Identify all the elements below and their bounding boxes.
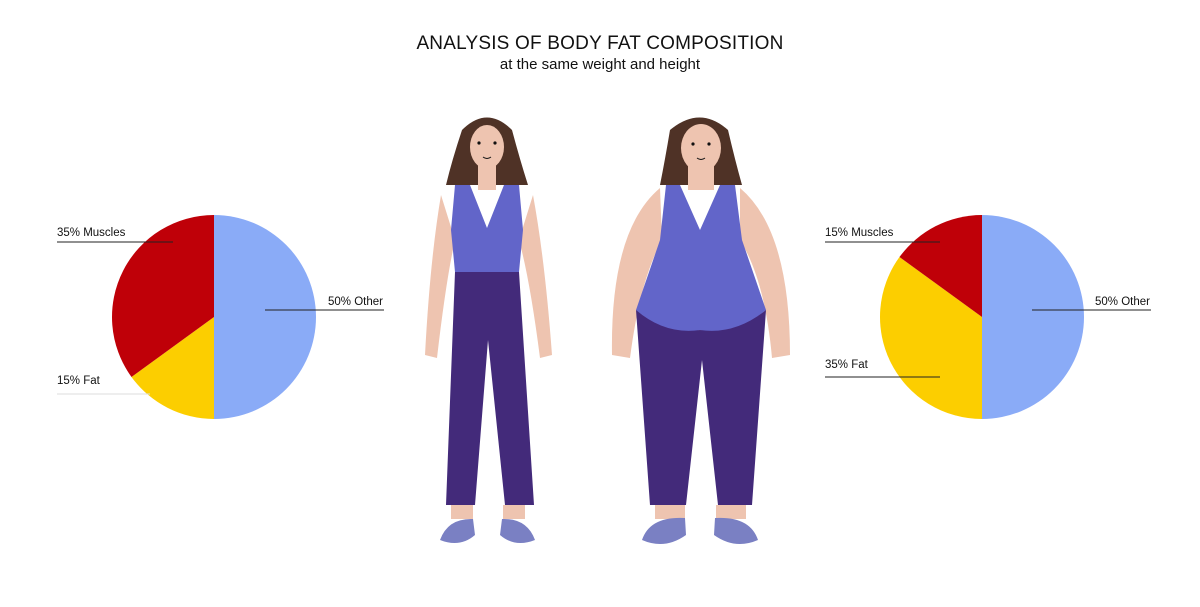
chart-title: ANALYSIS OF BODY FAT COMPOSITION [416,33,784,54]
slim-woman-illustration [425,117,552,544]
left-label-muscles: 35% Muscles [57,227,126,239]
chart-subtitle: at the same weight and height [499,56,701,73]
pie-0-slice-fat [131,317,214,419]
right-label-muscles: 15% Muscles [825,227,894,239]
pie-0-slice-muscles [112,215,214,377]
pie-1-slice-fat [880,257,982,419]
right-label-fat: 35% Fat [825,359,868,371]
pie-0-slice-other [214,215,316,419]
plus-size-woman-illustration [611,117,790,544]
left-label-other: 50% Other [328,296,383,308]
right-label-other: 50% Other [1095,296,1150,308]
pie-1-slice-other [982,215,1084,419]
pie-1-slice-muscles [899,215,982,317]
left-label-fat: 15% Fat [57,375,100,387]
